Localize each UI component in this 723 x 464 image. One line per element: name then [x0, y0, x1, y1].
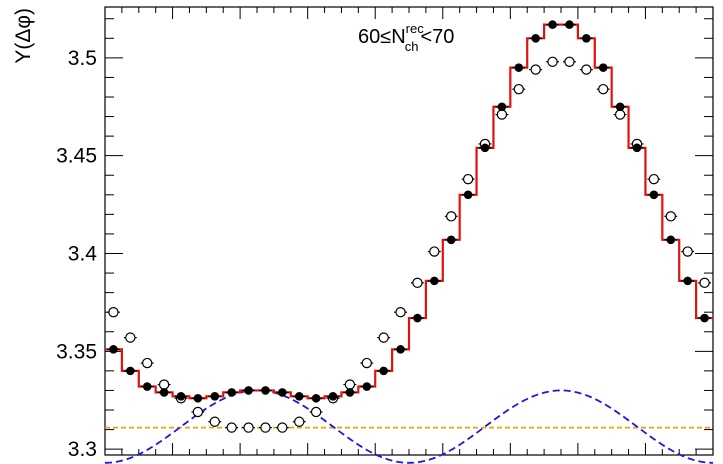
open-marker — [446, 211, 457, 222]
open-marker — [158, 379, 170, 390]
annotation-superscript: rec — [406, 21, 425, 36]
filled-marker — [244, 386, 253, 395]
y-tick-label: 3.45 — [56, 145, 97, 168]
open-marker — [108, 306, 119, 318]
open-marker — [344, 379, 356, 390]
filled-marker — [497, 102, 507, 112]
open-marker — [665, 211, 676, 222]
filled-marker — [379, 366, 388, 376]
plot-frame-group — [104, 6, 714, 456]
open-marker — [361, 357, 372, 369]
filled-markers-group — [107, 20, 711, 403]
filled-marker — [227, 388, 236, 397]
open-marker — [142, 357, 153, 369]
open-marker — [682, 246, 693, 257]
open-marker — [395, 306, 406, 318]
filled-marker — [430, 276, 439, 286]
open-marker — [547, 56, 558, 67]
open-marker — [192, 406, 204, 418]
red-step-histogram — [105, 23, 713, 400]
open-marker — [277, 422, 288, 433]
filled-marker — [531, 34, 540, 43]
plot-frame — [104, 6, 714, 456]
filled-marker — [666, 235, 676, 245]
open-marker — [530, 64, 541, 75]
filled-marker — [193, 393, 203, 403]
open-marker — [226, 422, 237, 433]
filled-marker — [548, 20, 557, 29]
open-marker — [648, 173, 660, 185]
y-tick-label: 3.35 — [56, 340, 97, 363]
filled-marker — [565, 20, 574, 29]
filled-marker — [261, 386, 270, 395]
open-marker — [310, 406, 322, 418]
annotation-main: 60≤N — [358, 26, 406, 48]
open-marker — [598, 83, 609, 95]
open-marker — [699, 277, 710, 289]
open-marker — [378, 332, 389, 343]
filled-marker — [142, 382, 152, 391]
filled-marker — [582, 34, 591, 43]
filled-marker — [210, 392, 220, 401]
filled-marker — [463, 190, 473, 200]
open-marker — [125, 332, 136, 343]
filled-marker — [126, 366, 135, 376]
filled-marker — [362, 382, 372, 391]
open-marker — [294, 416, 305, 427]
open-marker — [614, 109, 626, 120]
annotation-tail: <70 — [420, 26, 454, 48]
filled-marker — [446, 235, 456, 245]
filled-marker — [649, 190, 659, 200]
filled-marker — [480, 143, 490, 153]
red-histogram-group — [105, 23, 713, 400]
open-marker — [513, 83, 524, 95]
filled-marker — [176, 392, 186, 401]
filled-marker — [294, 392, 304, 401]
filled-marker — [345, 388, 355, 397]
annotation-subscript: ch — [405, 39, 419, 54]
y-axis-title: Y(Δφ) — [12, 8, 35, 64]
open-marker — [260, 422, 271, 433]
filled-marker — [683, 276, 692, 286]
open-marker — [243, 422, 254, 433]
filled-marker — [514, 63, 524, 72]
y-tick-label: 3.4 — [68, 242, 98, 265]
filled-marker — [700, 313, 709, 323]
filled-marker — [159, 388, 169, 397]
open-marker — [564, 56, 575, 67]
filled-marker — [109, 345, 118, 354]
filled-marker — [278, 388, 287, 397]
open-marker — [462, 173, 474, 185]
filled-marker — [598, 63, 608, 72]
x-tick-group — [104, 7, 714, 455]
filled-marker — [311, 393, 321, 403]
filled-marker — [413, 313, 422, 323]
filled-marker — [615, 102, 625, 112]
open-marker — [209, 416, 220, 427]
open-marker — [496, 109, 508, 120]
blue-cosine-curve — [104, 389, 714, 464]
y-tick-group: 3.3 3.35 3.4 3.45 3.5 — [56, 18, 713, 461]
open-marker — [412, 277, 423, 289]
y-tick-label: 3.5 — [68, 47, 97, 70]
open-marker — [581, 64, 592, 75]
filled-marker — [632, 143, 642, 153]
open-marker — [429, 246, 440, 257]
blue-cosine-group — [104, 389, 714, 464]
filled-marker — [396, 345, 405, 354]
multiplicity-annotation: 60≤Nrec ch <70 — [358, 21, 454, 54]
filled-marker — [328, 392, 338, 401]
y-tick-label: 3.3 — [68, 438, 97, 461]
open-markers-group — [107, 56, 711, 433]
